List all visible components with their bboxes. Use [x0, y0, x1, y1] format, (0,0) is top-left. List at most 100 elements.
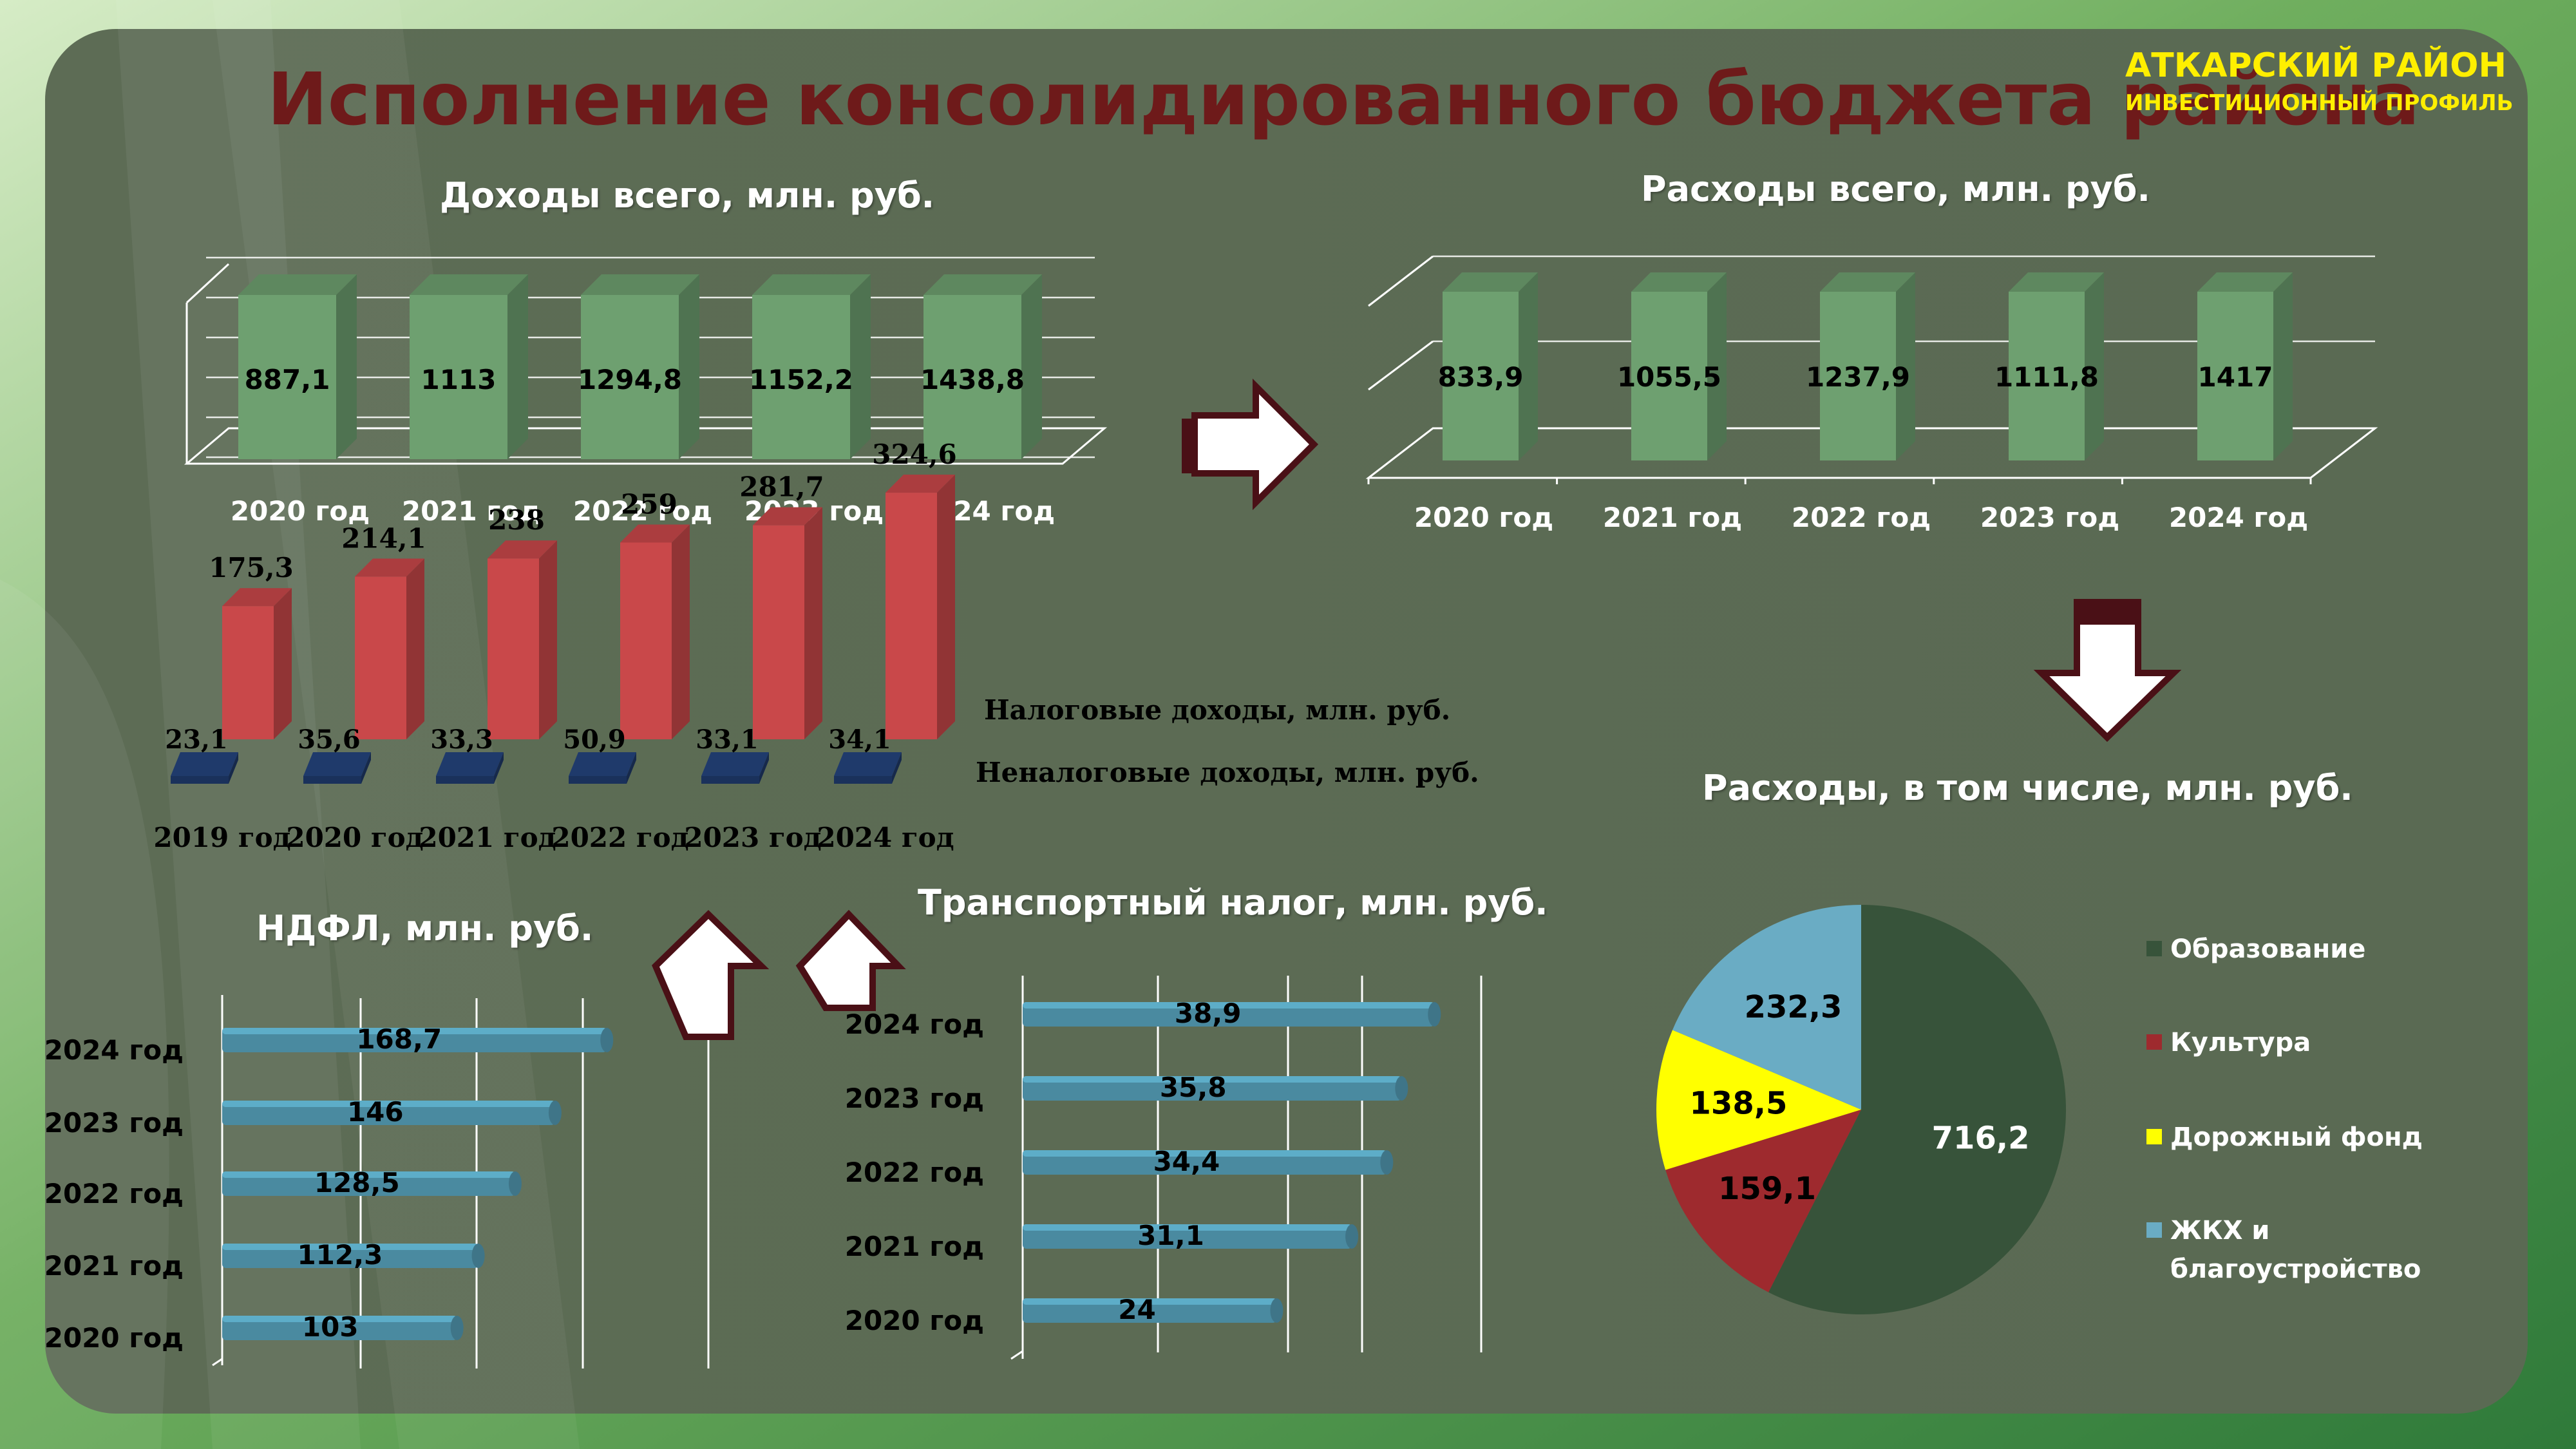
- nontax-bar: [171, 752, 238, 776]
- expenses-bar-side: [1519, 272, 1538, 460]
- ndfl-bar-cap: [508, 1171, 522, 1196]
- expenses-tick-label: 2020 год: [1414, 502, 1553, 533]
- ndfl-bar-highlight: [222, 1244, 478, 1250]
- pie-legend-label: благоустройство: [2170, 1255, 2421, 1284]
- tax-bar-side: [804, 507, 822, 739]
- pie-legend-swatch: [2146, 941, 2162, 956]
- transport-bar-highlight: [1023, 1002, 1435, 1009]
- tax-legend-label: Налоговые доходы, млн. руб.: [984, 694, 1451, 726]
- pie-legend-swatch: [2146, 1222, 2162, 1238]
- ndfl-tick-label: 2022 год: [44, 1178, 184, 1209]
- nontax-bar-side: [361, 752, 371, 784]
- tax-data-label: 324,6: [872, 439, 957, 470]
- expenses-bar-top: [1631, 272, 1727, 292]
- transport-bar-highlight: [1023, 1076, 1402, 1083]
- expenses-data-label: 833,9: [1438, 361, 1524, 393]
- tax-bar-side: [672, 524, 690, 739]
- pie-data-label: 716,2: [1932, 1120, 2030, 1156]
- ndfl-bar-cap: [450, 1316, 464, 1340]
- income-data-label: 1294,8: [578, 364, 682, 395]
- income-tick-label: 2020 год: [231, 495, 370, 527]
- pie-slice: [1656, 1030, 1861, 1170]
- expenses-data-label: 1237,9: [1806, 361, 1910, 393]
- pie-slice: [1665, 1110, 1861, 1293]
- expenses-bar: [2009, 292, 2085, 460]
- ndfl-data-label: 112,3: [297, 1239, 383, 1271]
- tax-tick-label: 2023 год: [684, 822, 821, 853]
- nontax-bar-front: [569, 776, 627, 784]
- expenses-bar: [1443, 292, 1519, 460]
- nontax-data-label: 34,1: [828, 724, 891, 755]
- ndfl-tick-label: 2020 год: [44, 1322, 184, 1354]
- transport-tick-label: 2020 год: [845, 1305, 984, 1336]
- nontax-bar-front: [171, 776, 229, 784]
- pie-legend-label: Дорожный фонд: [2170, 1122, 2423, 1152]
- up-arrow-2-icon: [795, 909, 906, 1011]
- ndfl-data-label: 103: [302, 1311, 359, 1343]
- income-floor: [184, 427, 1108, 465]
- transport-data-label: 38,9: [1175, 998, 1242, 1029]
- income-bar: [752, 295, 850, 459]
- tax-data-label: 259: [621, 488, 677, 520]
- tax-data-label: 175,3: [209, 552, 294, 583]
- tax-bar: [620, 542, 672, 739]
- nontax-bar-front: [834, 776, 892, 784]
- income-tick-label: 2021 год: [402, 495, 541, 527]
- nontax-bar-side: [229, 752, 238, 784]
- income-bar: [581, 295, 679, 459]
- income-bar-top: [581, 274, 699, 295]
- income-bar-top: [410, 274, 528, 295]
- right-arrow-icon: [1191, 378, 1319, 511]
- income-bar: [238, 295, 336, 459]
- nontax-data-label: 33,3: [430, 724, 493, 755]
- transport-bar-cap: [1345, 1224, 1359, 1249]
- pie-legend-label: ЖКХ и: [2170, 1216, 2269, 1245]
- up-arrow-1-icon: [652, 910, 770, 1040]
- expenses-bar-top: [1443, 272, 1538, 292]
- transport-data-label: 31,1: [1137, 1220, 1204, 1251]
- ndfl-data-label: 168,7: [356, 1023, 442, 1055]
- income-bar-side: [336, 274, 357, 459]
- nontax-legend-label: Неналоговые доходы, млн. руб.: [976, 757, 1479, 788]
- ndfl-data-label: 146: [347, 1096, 404, 1128]
- transport-data-label: 35,8: [1160, 1072, 1227, 1103]
- income-chart-title: Доходы всего, млн. руб.: [440, 175, 935, 216]
- pie-legend-label: Культура: [2170, 1028, 2311, 1057]
- expenses-tick-label: 2024 год: [2169, 502, 2308, 533]
- tax-data-label: 281,7: [739, 471, 824, 503]
- ndfl-bar-highlight: [222, 1316, 457, 1322]
- tax-data-label: 214,1: [341, 522, 426, 554]
- nontax-bar: [436, 752, 504, 776]
- tax-bar-top: [222, 588, 292, 607]
- expenses-bar: [2197, 292, 2273, 460]
- region-name: АТКАРСКИЙ РАЙОН: [2125, 46, 2506, 85]
- ndfl-data-label: 128,5: [314, 1167, 400, 1198]
- expenses-tick-label: 2021 год: [1603, 502, 1742, 533]
- transport-bar-highlight: [1023, 1298, 1277, 1305]
- income-data-label: 887,1: [245, 364, 330, 395]
- tax-bar-side: [539, 540, 557, 739]
- expenses-bar-side: [1707, 272, 1727, 460]
- nontax-data-label: 35,6: [298, 724, 360, 755]
- expenses-bar-top: [2009, 272, 2104, 292]
- expenses-chart-title: Расходы всего, млн. руб.: [1641, 169, 2151, 209]
- transport-bar-cap: [1380, 1150, 1394, 1175]
- income-bar-side: [507, 274, 528, 459]
- ndfl-bar-highlight: [222, 1101, 555, 1107]
- nontax-bar-front: [436, 776, 494, 784]
- expenses-tick-label: 2023 год: [1980, 502, 2119, 533]
- ndfl-bar-cap: [471, 1244, 485, 1268]
- pie-legend-label: Образование: [2170, 934, 2365, 964]
- region-subtitle: ИНВЕСТИЦИОННЫЙ ПРОФИЛЬ: [2125, 90, 2514, 116]
- income-bar-side: [1021, 274, 1042, 459]
- tax-bar-top: [620, 524, 690, 543]
- nontax-bar-front: [701, 776, 759, 784]
- tax-bar: [886, 493, 937, 739]
- nontax-bar-front: [303, 776, 361, 784]
- tax-bar: [488, 558, 539, 739]
- income-bar-side: [850, 274, 871, 459]
- transport-bar-cap: [1395, 1076, 1408, 1101]
- ndfl-bar-highlight: [222, 1028, 607, 1034]
- income-bar-top: [752, 274, 871, 295]
- transport-tick-label: 2024 год: [845, 1009, 984, 1040]
